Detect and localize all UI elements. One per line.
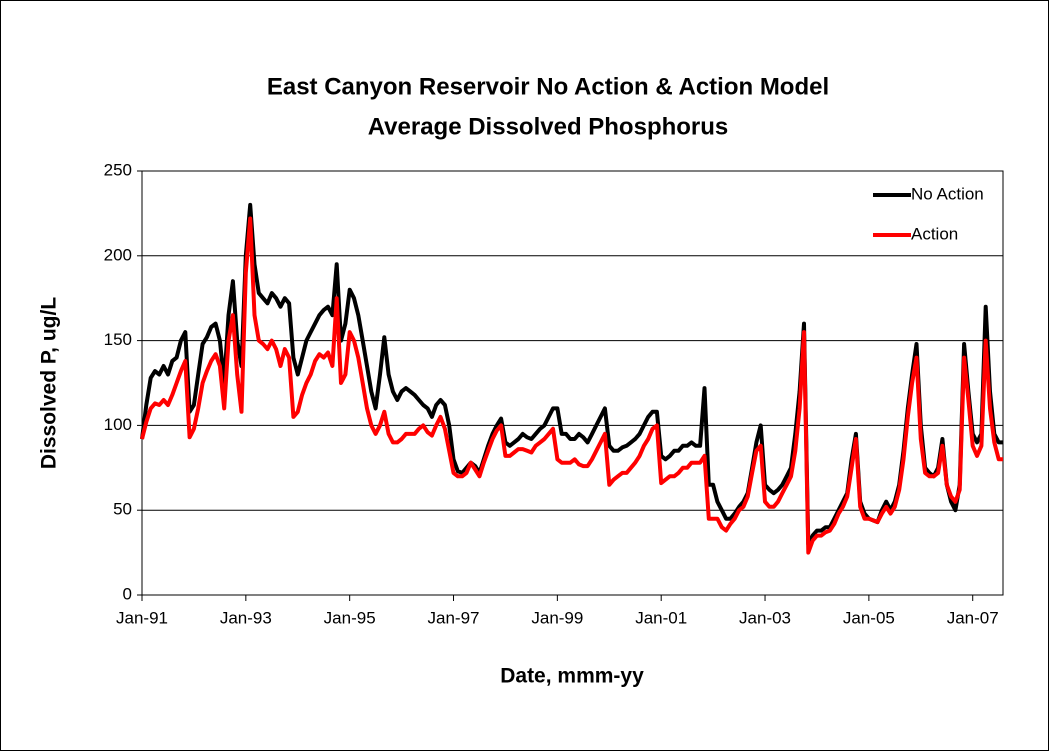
x-tick-label: Jan-91 (116, 608, 168, 627)
legend-label: Action (911, 224, 958, 243)
y-tick-label: 50 (113, 500, 132, 519)
x-tick-label: Jan-03 (739, 608, 791, 627)
y-tick-label: 250 (104, 160, 132, 179)
y-tick-label: 200 (104, 245, 132, 264)
y-axis-label: Dissolved P, ug/L (38, 297, 61, 469)
x-tick-label: Jan-95 (324, 608, 376, 627)
y-tick-label: 150 (104, 330, 132, 349)
series-line (140, 216, 1003, 555)
chart-title: East Canyon Reservoir No Action & Action… (267, 73, 829, 100)
x-tick-label: Jan-99 (531, 608, 583, 627)
x-axis-label: Date, mmm-yy (500, 665, 644, 688)
y-tick-label: 100 (104, 415, 132, 434)
x-tick-label: Jan-97 (428, 608, 480, 627)
plot-area (141, 170, 1004, 596)
x-tick-label: Jan-07 (947, 608, 999, 627)
x-tick-label: Jan-05 (843, 608, 895, 627)
x-tick-label: Jan-01 (635, 608, 687, 627)
legend-label: No Action (911, 184, 984, 203)
x-tick-label: Jan-93 (220, 608, 272, 627)
chart-title: Average Dissolved Phosphorus (368, 113, 729, 140)
y-tick-label: 0 (123, 584, 132, 603)
